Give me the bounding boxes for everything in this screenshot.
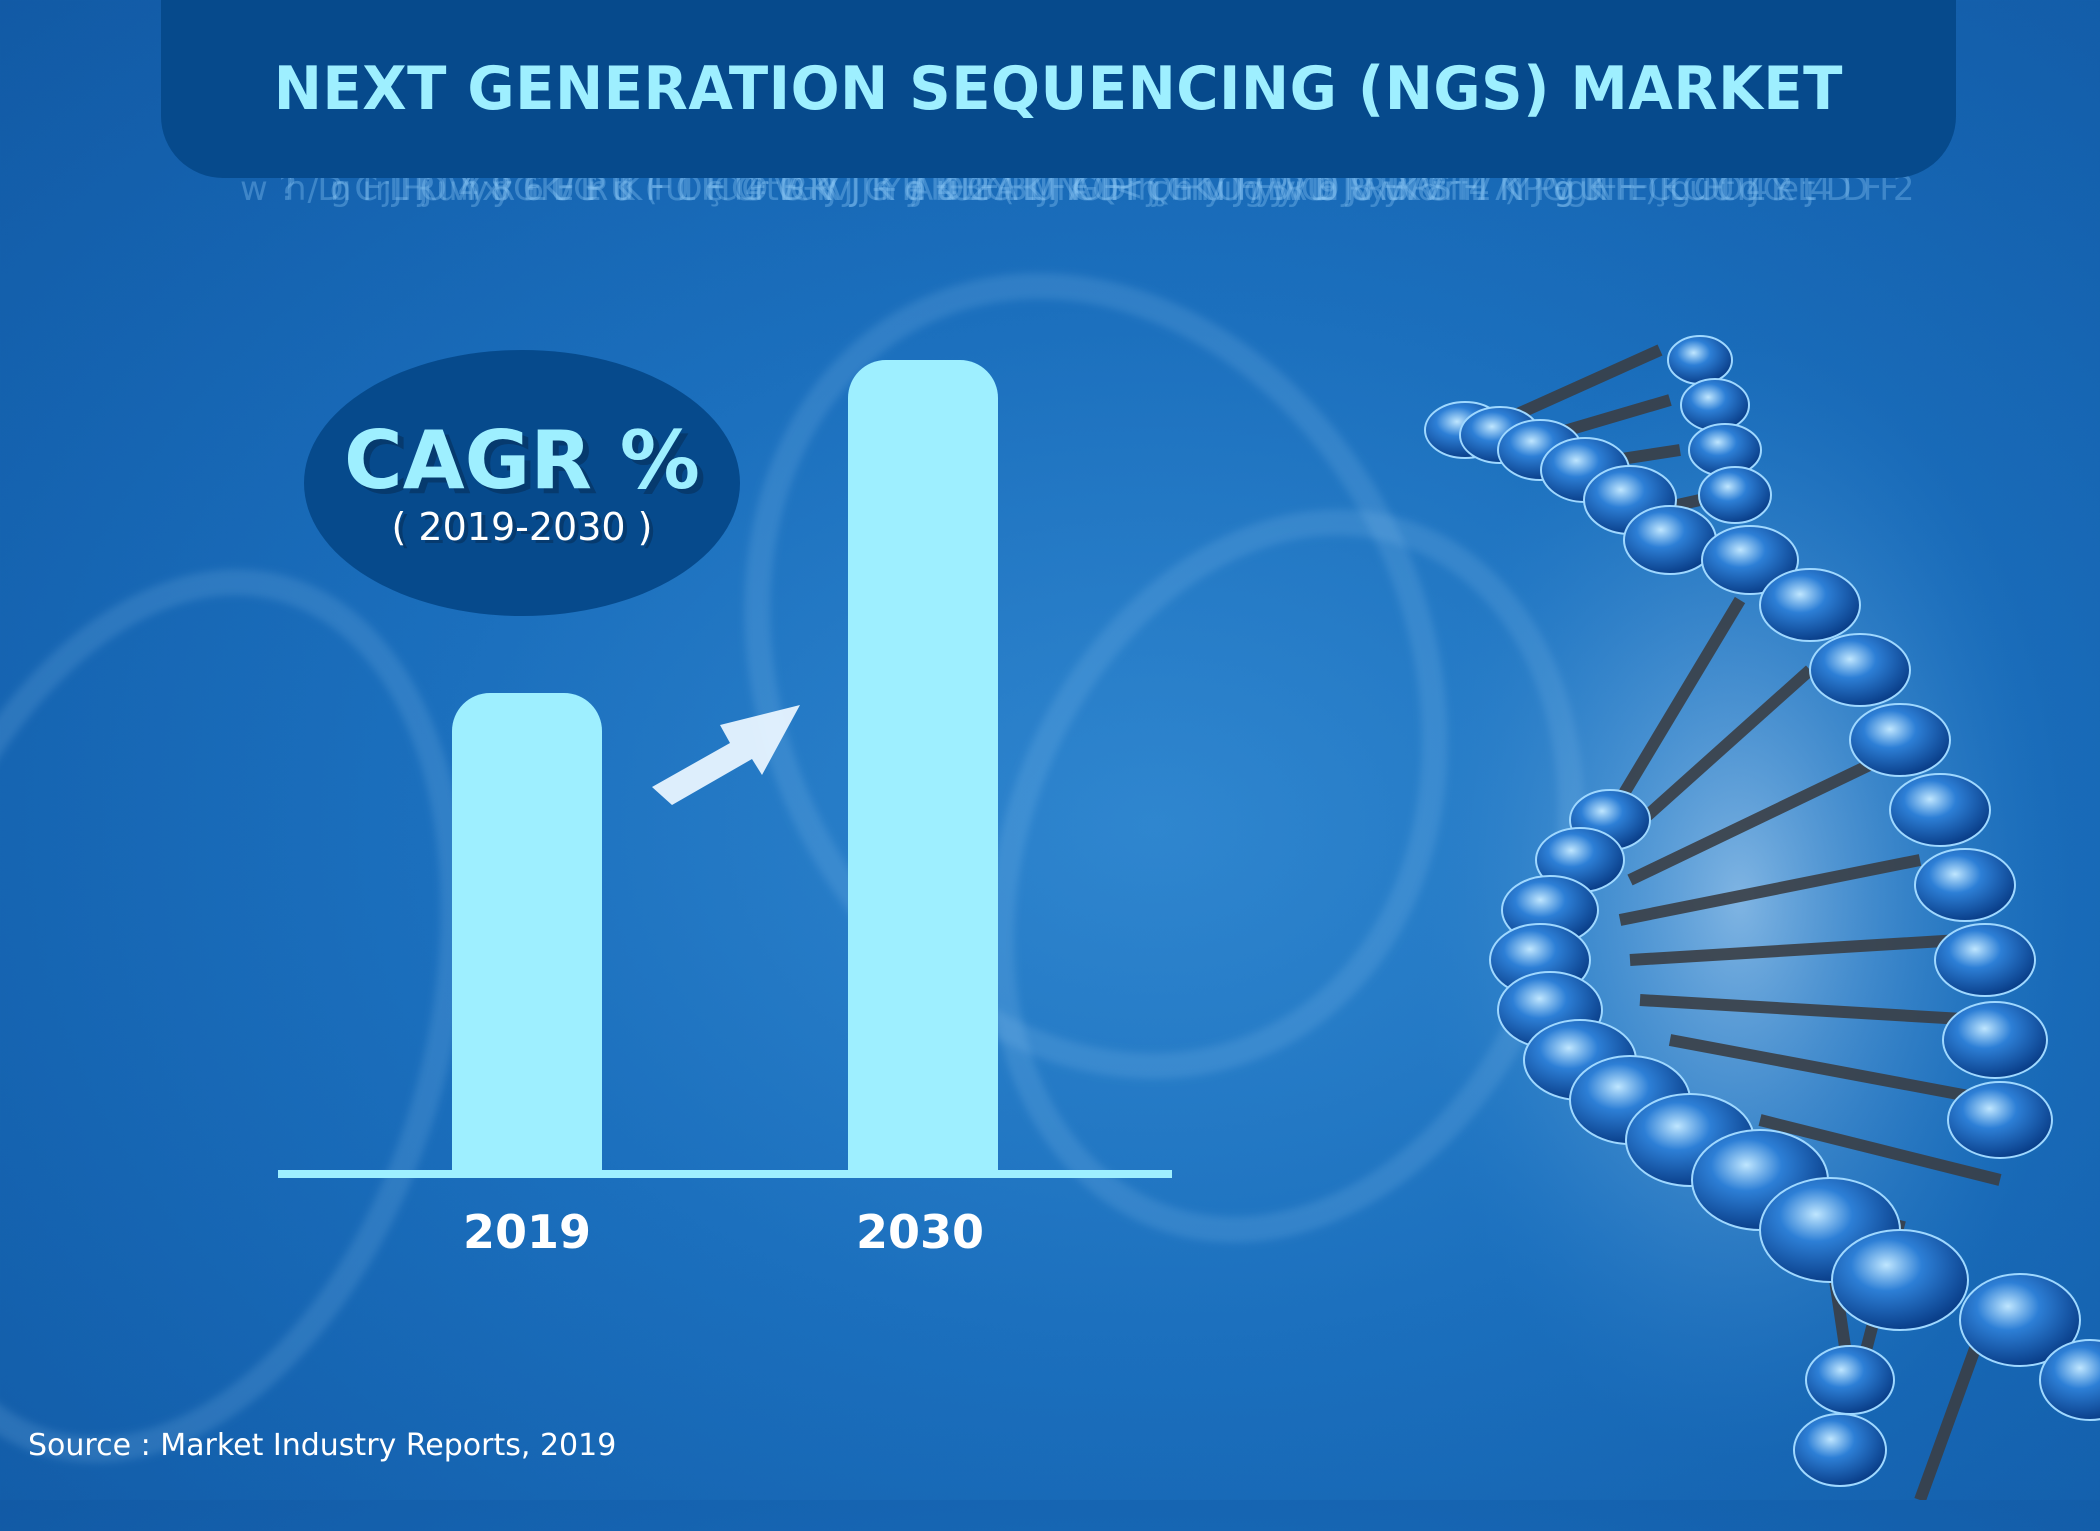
dna-helix-illustration [1410, 335, 2100, 1500]
bar-2019 [452, 693, 602, 1170]
cagr-period: ( 2019-2030 ) [391, 505, 653, 549]
title-banner: NEXT GENERATION SEQUENCING (NGS) MARKET [161, 0, 1956, 178]
x-axis-line [278, 1170, 1172, 1178]
x-label-2019: 2019 [462, 1205, 592, 1259]
cagr-badge: CAGR % ( 2019-2030 ) [304, 350, 740, 616]
arrow-up-right-icon [652, 705, 800, 805]
bar-2030 [848, 360, 998, 1170]
cagr-title: CAGR % [344, 414, 700, 507]
page-title: NEXT GENERATION SEQUENCING (NGS) MARKET [273, 54, 1844, 124]
source-note: Source : Market Industry Reports, 2019 [28, 1428, 617, 1463]
x-label-2030: 2030 [855, 1205, 985, 1259]
